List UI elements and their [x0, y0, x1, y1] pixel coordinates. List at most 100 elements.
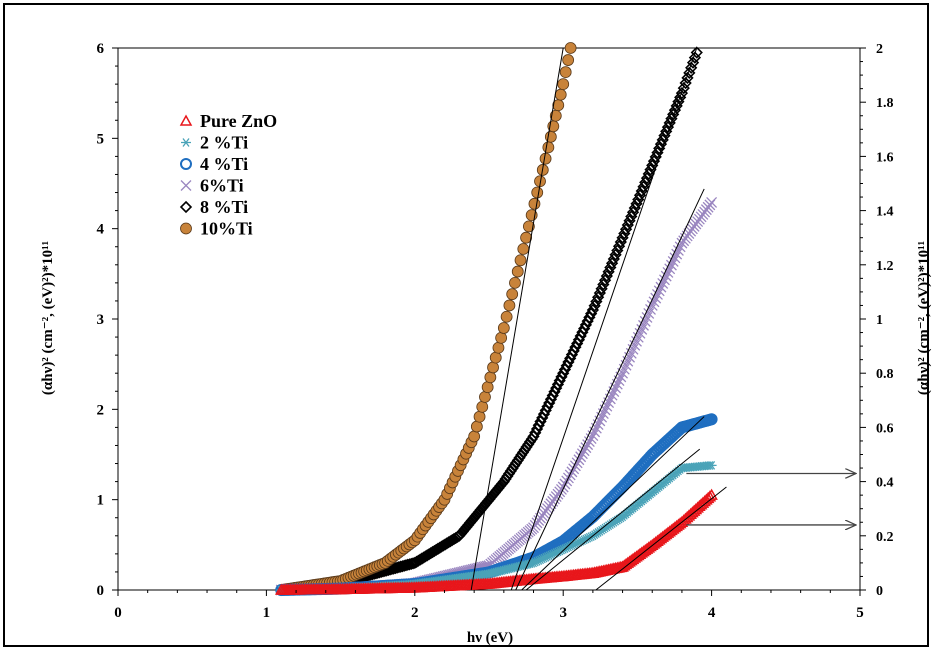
- data-point: [701, 491, 715, 504]
- legend-label: 6%Ti: [200, 176, 244, 196]
- data-point: [511, 265, 524, 278]
- data-point: [557, 78, 570, 91]
- data-point: [484, 371, 497, 384]
- data-point: [659, 274, 670, 286]
- data-point: [657, 277, 669, 289]
- data-point: [580, 442, 592, 454]
- data-point: [631, 335, 642, 347]
- data-point: [468, 430, 481, 443]
- data-point: [554, 88, 567, 101]
- legend-label: 4 %Ti: [200, 154, 248, 174]
- data-point: [492, 341, 505, 354]
- data-point: [660, 270, 672, 282]
- data-point: [542, 141, 555, 154]
- legend-label: Pure ZnO: [200, 111, 277, 131]
- y2-tick-label: 0.4: [876, 476, 894, 491]
- y2-tick-label: 0.8: [876, 367, 894, 382]
- data-point: [481, 381, 494, 394]
- legend-marker: [180, 180, 192, 191]
- data-point: [562, 54, 575, 66]
- data-point: [506, 288, 519, 301]
- data-point: [648, 296, 660, 308]
- data-point: [706, 460, 717, 470]
- data-point: [514, 254, 527, 267]
- y2-tick-label: 1.4: [876, 205, 894, 220]
- series-8-ti: [275, 46, 703, 597]
- data-point: [503, 299, 516, 312]
- x-tick-label: 3: [559, 605, 567, 621]
- data-point: [641, 311, 653, 323]
- data-point: [582, 439, 594, 451]
- data-point: [690, 46, 703, 59]
- x-tick-label: 4: [708, 605, 716, 621]
- y2-tick-label: 1.2: [876, 259, 894, 274]
- data-point: [495, 331, 508, 344]
- legend-marker: [181, 138, 191, 147]
- y-tick-label: 1: [97, 493, 105, 509]
- legend-marker: [180, 158, 192, 170]
- data-point: [557, 481, 569, 493]
- data-point: [665, 259, 677, 271]
- data-point: [652, 288, 663, 300]
- legend-label: 10%Ti: [200, 219, 253, 239]
- y-tick-label: 6: [97, 41, 105, 57]
- data-point: [664, 263, 676, 275]
- data-point: [576, 448, 588, 460]
- data-point: [706, 197, 718, 208]
- y2-tick-label: 1: [876, 313, 883, 328]
- x-axis-label: hν (eV): [467, 630, 513, 646]
- data-point: [629, 339, 641, 351]
- y-tick-label: 3: [97, 312, 105, 328]
- data-point: [509, 276, 521, 289]
- series-6-ti: [275, 197, 718, 596]
- data-point: [636, 323, 648, 335]
- y-tick-label: 0: [97, 583, 105, 599]
- data-point: [634, 327, 646, 339]
- data-point: [559, 478, 571, 490]
- data-point: [674, 241, 686, 253]
- data-point: [566, 466, 578, 478]
- data-point: [672, 244, 684, 256]
- y2-tick-label: 1.6: [876, 150, 894, 165]
- series-pure-zno: [274, 488, 718, 595]
- x-tick-label: 2: [411, 605, 419, 621]
- data-point: [564, 42, 577, 54]
- data-point: [578, 445, 590, 457]
- y2-tick-label: 0.6: [876, 421, 894, 436]
- data-point: [568, 463, 580, 475]
- data-point: [655, 281, 667, 293]
- tangent-line: [525, 448, 701, 591]
- tangent-line: [595, 486, 727, 591]
- data-point: [638, 319, 649, 331]
- y-tick-label: 5: [97, 131, 105, 147]
- data-point: [470, 420, 483, 433]
- data-point: [632, 331, 644, 343]
- tangent-line: [515, 188, 705, 591]
- data-point: [671, 248, 683, 260]
- data-point: [624, 351, 636, 363]
- y2-tick-label: 2: [876, 42, 883, 57]
- data-point: [531, 186, 544, 199]
- data-point: [643, 307, 655, 319]
- data-point: [528, 197, 541, 210]
- data-point: [539, 152, 552, 165]
- data-point: [645, 303, 656, 315]
- data-point: [585, 433, 597, 445]
- data-point: [479, 391, 491, 403]
- y-tick-label: 2: [97, 402, 105, 418]
- chart-frame: [3, 3, 929, 647]
- data-point: [650, 292, 662, 304]
- data-point: [585, 307, 598, 320]
- data-point: [489, 351, 502, 364]
- data-point: [497, 322, 510, 334]
- legend-marker: [179, 200, 193, 214]
- x-tick-label: 1: [263, 605, 271, 621]
- data-point: [520, 231, 532, 244]
- chart-marks: [274, 42, 718, 597]
- tangent-line: [521, 416, 705, 591]
- data-point: [662, 266, 674, 278]
- data-point: [639, 315, 651, 327]
- data-point: [583, 436, 595, 448]
